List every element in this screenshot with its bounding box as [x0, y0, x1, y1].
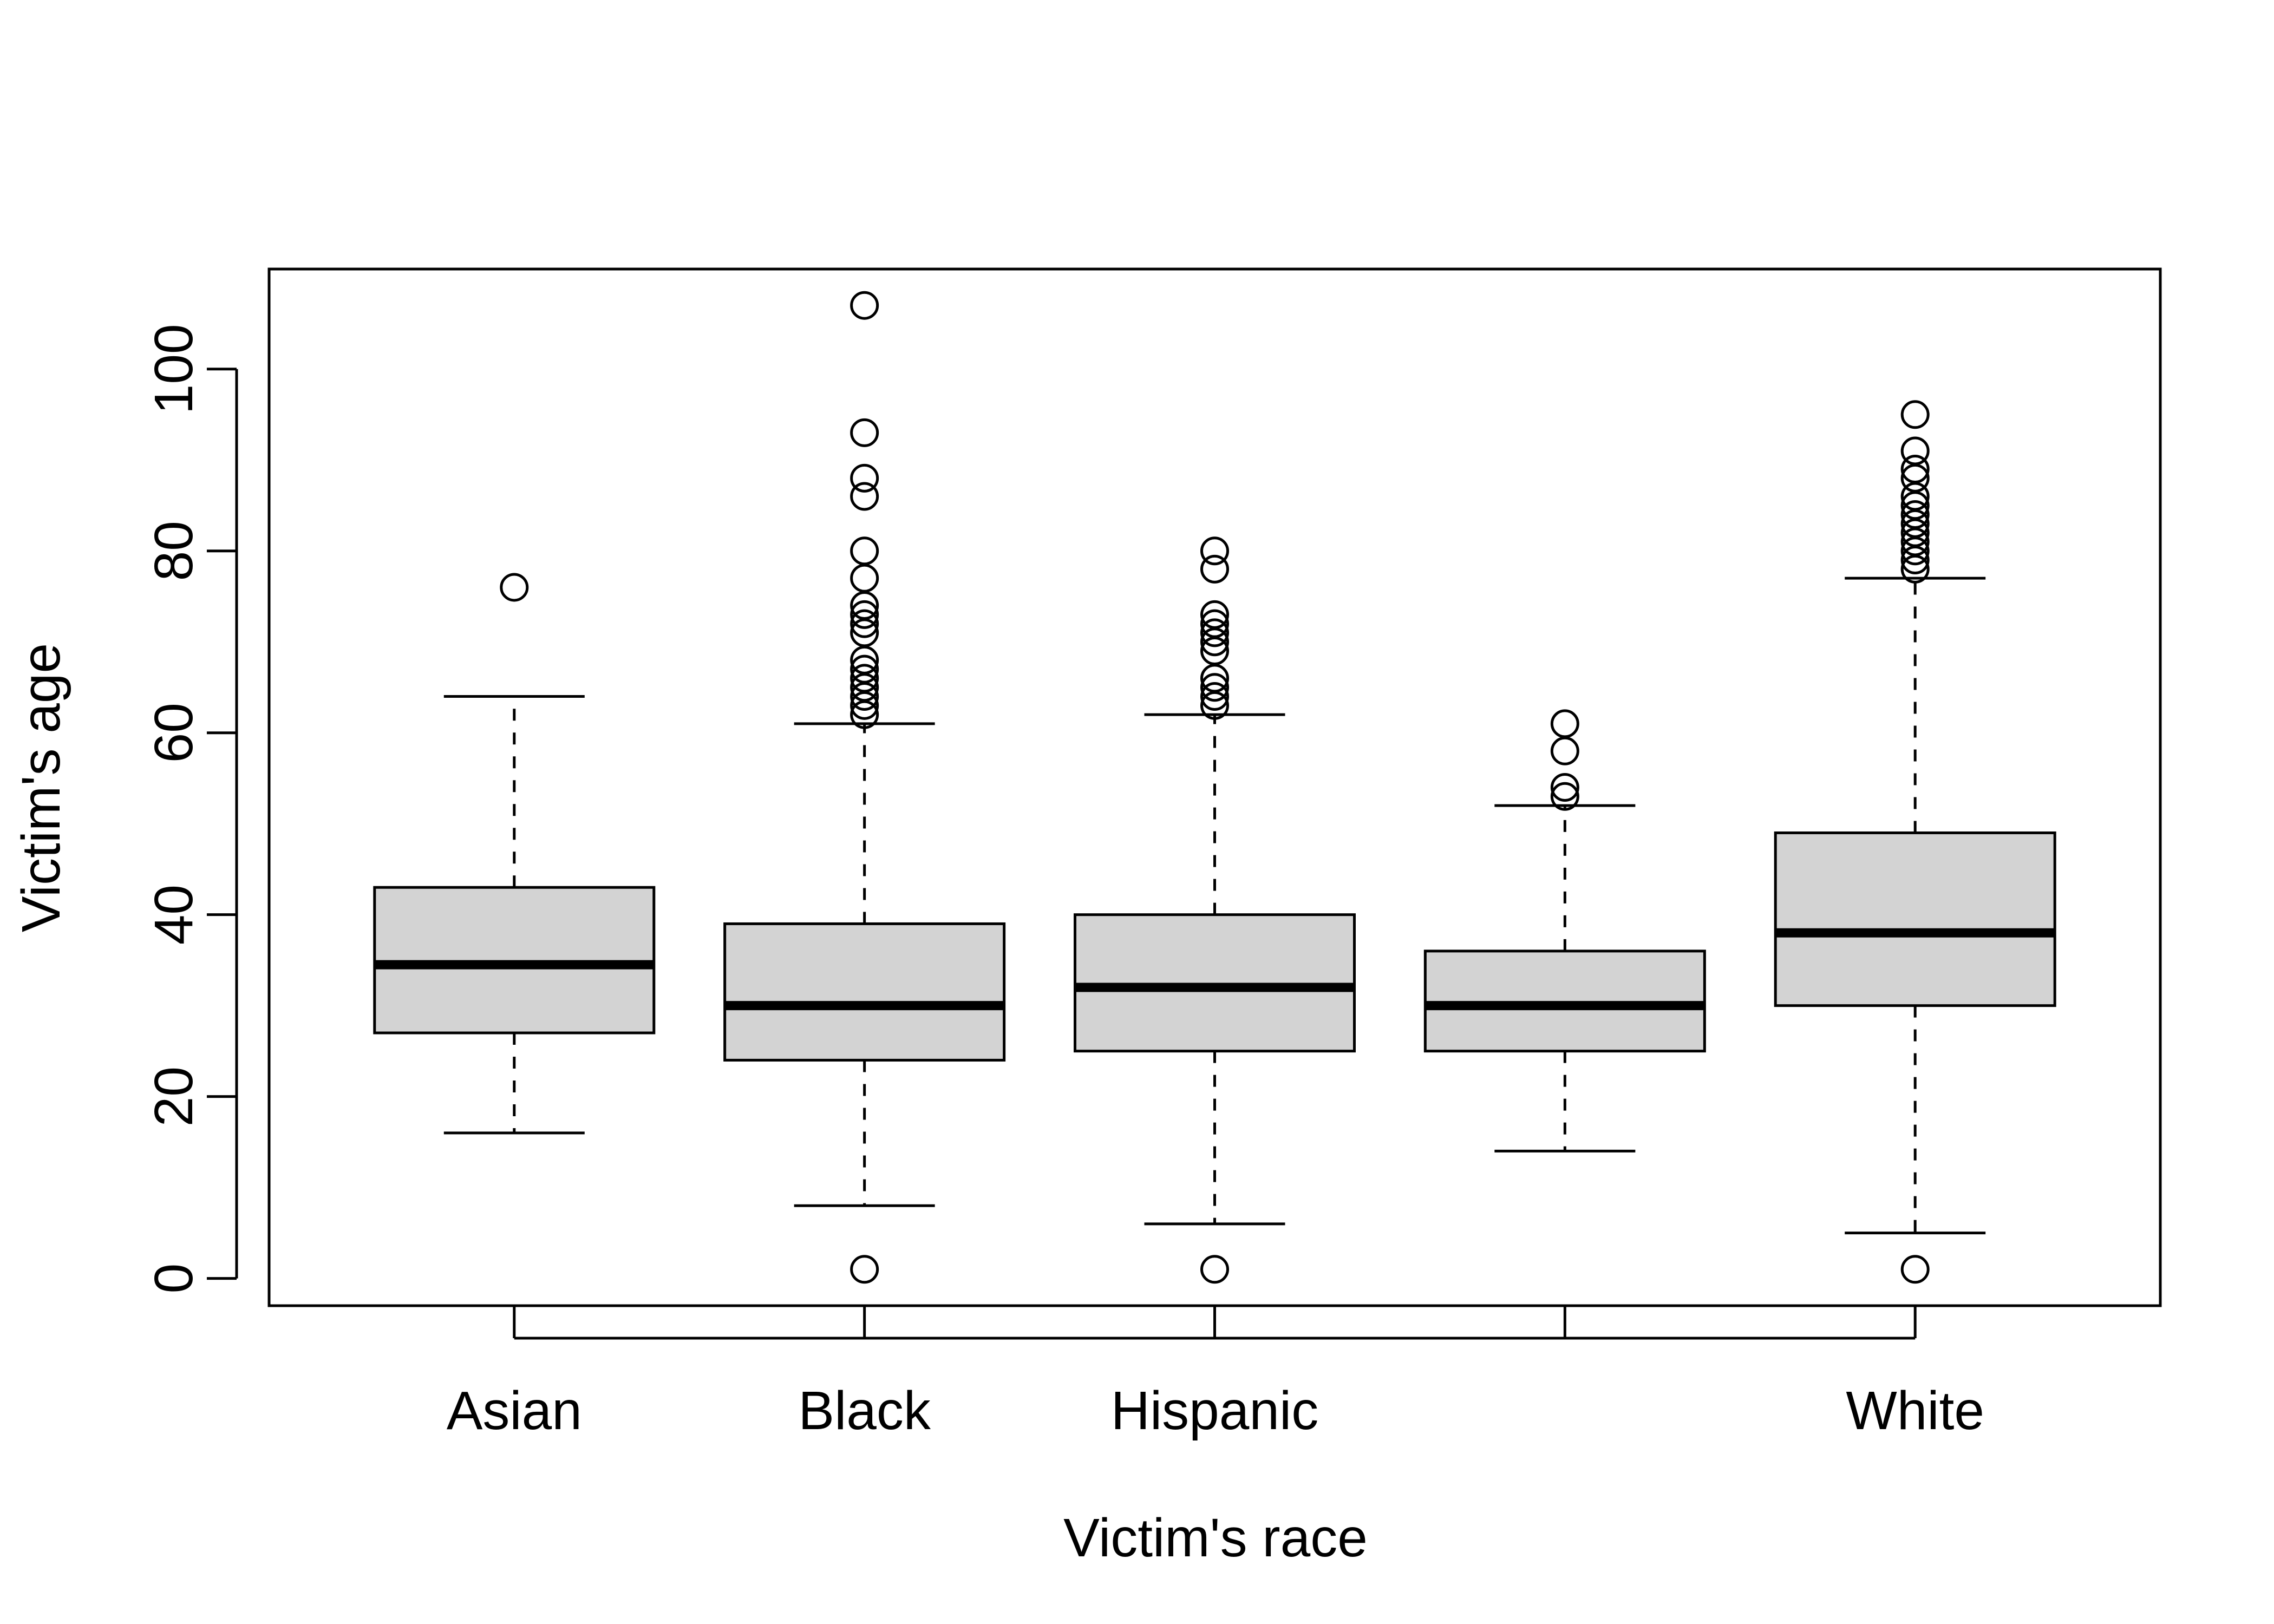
outlier-point-white	[1900, 400, 1930, 429]
outlier-point-black	[850, 564, 879, 593]
y-tick-label: 40	[143, 885, 204, 945]
outlier-point-unlabeled	[1550, 782, 1579, 811]
y-tick-label: 80	[143, 521, 204, 581]
outlier-point-white	[1900, 500, 1930, 529]
outlier-point-hispanic	[1200, 1255, 1229, 1284]
outlier-point-hispanic	[1200, 554, 1229, 584]
outlier-point-black	[850, 463, 879, 493]
outlier-point-black	[850, 536, 879, 566]
outlier-point-white	[1900, 455, 1930, 484]
plot-area: 0 20 40 60 80 100 Asian Black Hispanic White	[143, 267, 2162, 1441]
outlier-point-hispanic	[1200, 682, 1229, 711]
outlier-point-hispanic	[1200, 536, 1229, 566]
outlier-point-black	[850, 291, 879, 320]
outlier-point-white	[1900, 436, 1930, 466]
box-white	[1774, 831, 2056, 1007]
outlier-point-unlabeled	[1550, 709, 1579, 738]
outlier-point-hispanic	[1200, 618, 1229, 647]
outlier-point-black	[850, 609, 879, 638]
y-tick-label: 20	[143, 1066, 204, 1127]
outlier-point-hispanic	[1200, 600, 1229, 629]
outlier-point-white	[1900, 1255, 1930, 1284]
y-tick-label: 100	[143, 324, 204, 414]
x-tick-label: White	[1846, 1380, 1984, 1441]
outlier-point-black	[850, 600, 879, 629]
outlier-point-black	[850, 664, 879, 693]
y-tick-label: 0	[143, 1263, 204, 1294]
outlier-point-black	[850, 654, 879, 684]
outlier-point-black	[850, 482, 879, 511]
outlier-point-black	[850, 418, 879, 447]
y-axis-title: Victim's age	[11, 643, 71, 932]
x-axis-title: Victim's race	[1063, 1508, 1368, 1568]
outlier-point-black	[850, 1255, 879, 1284]
y-tick-label: 60	[143, 703, 204, 763]
x-tick-label: Hispanic	[1111, 1380, 1319, 1441]
x-tick-label: Asian	[447, 1380, 582, 1441]
x-tick-label: Black	[798, 1380, 931, 1441]
box-black	[723, 922, 1006, 1062]
outlier-point-hispanic	[1200, 673, 1229, 702]
outlier-point-asian	[500, 573, 529, 602]
outlier-point-unlabeled	[1550, 736, 1579, 765]
outlier-point-unlabeled	[1550, 773, 1579, 802]
outlier-point-hispanic	[1200, 609, 1229, 638]
